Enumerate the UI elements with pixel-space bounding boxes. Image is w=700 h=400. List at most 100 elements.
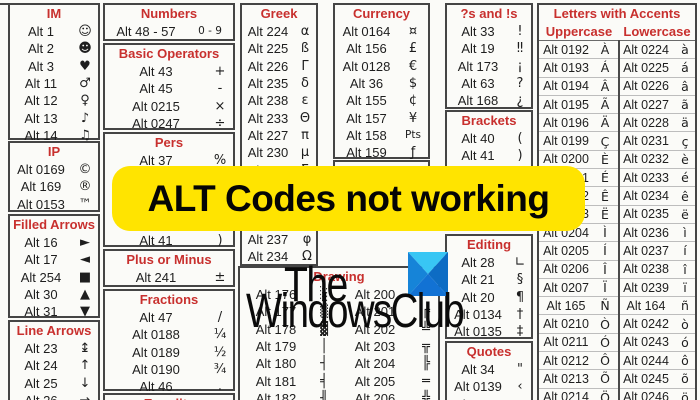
alt-code: Alt 45	[139, 81, 173, 97]
alt-code: Alt 0225	[623, 60, 669, 75]
section-basic-operators: Basic Operators Alt 43 + Alt 45- Alt 0215 × Al…	[103, 43, 235, 130]
alt-code: Alt 34	[461, 362, 495, 378]
alt-code-row: Alt 241 ±	[105, 269, 233, 286]
alt-symbol: ╦	[422, 339, 430, 355]
alt-code: Alt 179	[255, 339, 297, 355]
alt-symbol: ↓	[79, 375, 91, 391]
accent-letter-row: Alt 0207 Ï Alt 0239 ï	[539, 279, 695, 298]
alt-code: Alt 0155	[447, 398, 509, 400]
section-numbers: Numbers Alt 48 - 57 0 - 9	[103, 3, 235, 41]
alt-code-row: Alt 224 α	[242, 23, 316, 40]
alt-code: Alt 237	[247, 232, 289, 248]
section-title: Filled Arrows	[13, 217, 95, 232]
drawing-subcolumn: Alt 200 ╚ Alt 201 ╔ Alt 202 ╩ Alt 203 ╦ Alt 204 ╠…	[336, 286, 438, 400]
lowercase-header: Lowercase	[623, 24, 691, 39]
section-equality: Equality	[103, 393, 235, 400]
alt-symbol: ¶	[515, 289, 525, 305]
section-title: Fractions	[139, 292, 199, 307]
alt-code: Alt 19	[461, 41, 495, 57]
alt-code: Alt 0236	[623, 225, 669, 240]
alt-symbol: ╩	[422, 321, 430, 337]
alt-code-row: Alt 176 ░	[240, 286, 336, 303]
alt-code-row: Alt 41)	[447, 147, 531, 164]
alt-code: Alt 0235	[623, 207, 669, 222]
alt-symbol: Ñ	[600, 298, 610, 314]
alt-code: Alt 63	[461, 76, 495, 92]
alt-code-row: Alt 230 µ	[242, 144, 316, 161]
alt-symbol: $	[408, 76, 418, 92]
alt-code: Alt 0237	[623, 243, 669, 258]
alt-symbol: Ö	[600, 389, 610, 400]
alt-code: Alt 24	[24, 358, 58, 374]
alt-code-row: Alt 20 ¶	[447, 289, 531, 306]
alt-symbol: ↑	[79, 358, 91, 374]
section-title: Basic Operators	[118, 46, 220, 61]
alt-code-row: Alt 43 +	[105, 63, 233, 80]
alt-code-row: Alt 202 ╩	[336, 321, 438, 338]
alt-code: Alt 16	[24, 235, 58, 251]
alt-code: Alt 0199	[543, 134, 589, 149]
alt-symbol: ì	[683, 225, 687, 241]
alt-code: Alt 235	[247, 76, 289, 92]
alt-code: Alt 0211	[543, 335, 589, 350]
section-title: Equality	[105, 395, 233, 400]
alt-symbol: ÷	[214, 116, 226, 132]
alt-code: Alt 0195	[543, 97, 589, 112]
alt-symbol: ô	[681, 353, 689, 369]
section-ip: IP Alt 0169 © Alt 169 ® Alt 0153 ™	[8, 141, 100, 212]
section-title: Pers	[154, 135, 184, 150]
alt-code-row: Alt 0188 ¼	[105, 326, 233, 343]
alt-code: Alt 169	[20, 179, 62, 195]
alt-code: Alt 0226	[623, 79, 669, 94]
alt-code: Alt 0139	[454, 379, 502, 395]
alt-code-row: Alt 0169 ©	[10, 161, 98, 178]
alt-symbol: ∟	[514, 255, 526, 271]
alt-symbol: ♪	[80, 110, 90, 126]
alt-code-row: Alt 180 ┤	[240, 355, 336, 372]
alt-code: Alt 43	[139, 64, 173, 80]
alt-code: Alt 204	[354, 356, 396, 372]
alt-code-row: Alt 155 ¢	[335, 92, 428, 109]
alt-symbol: .	[217, 379, 223, 395]
section-title: Drawing	[313, 269, 365, 284]
alt-code: Alt 41	[461, 148, 495, 164]
alt-code-row: Alt 205 ═	[336, 372, 438, 389]
alt-code: Alt 46	[139, 379, 173, 395]
alt-code: Alt 0153	[17, 196, 65, 212]
alt-code-row: Alt 0135 ‡	[447, 323, 531, 340]
alt-code: Alt 0245	[623, 371, 669, 386]
alt-code: Alt 203	[354, 339, 396, 355]
alt-code-row: Alt 33!	[447, 23, 531, 40]
alt-code-row: Alt 181 ╡	[240, 372, 336, 389]
alt-code: Alt 0231	[623, 134, 669, 149]
accent-letter-row: Alt 0214 Ö Alt 0246 ö	[539, 389, 695, 400]
alt-symbol: ä	[681, 115, 689, 131]
alt-code-row: Alt 26→	[10, 392, 98, 400]
section-greek: Greek Alt 224 α Alt 225 ß Alt 226 Γ Alt 235 δ Alt…	[240, 3, 318, 266]
alt-code-row: Alt 157 ¥	[335, 109, 428, 126]
alt-code-row: Alt 17 ◄	[10, 251, 98, 268]
alt-symbol: ■	[78, 269, 92, 285]
alt-symbol: ↨	[79, 341, 91, 357]
alt-code-row: Alt 19 ‼	[447, 40, 531, 57]
alt-code-row: Alt 237 φ	[240, 231, 318, 248]
alt-symbol: Ä	[600, 115, 610, 131]
alt-code-row: Alt 25 ↓	[10, 375, 98, 392]
alt-code: Alt 36	[349, 76, 384, 92]
alt-code: Alt 30	[24, 287, 58, 303]
alt-code-row: Alt 14 ♫	[10, 127, 98, 144]
section-title: Letters with Accents	[553, 6, 681, 21]
alt-code: Alt 0128	[342, 58, 391, 74]
accent-letter-row: Alt 0206 Î Alt 0238 î	[539, 261, 695, 279]
alt-code-row: Alt 1 ☺	[10, 23, 98, 40]
alt-code: Alt 156	[346, 41, 387, 57]
alt-symbol: ░	[320, 287, 328, 303]
alt-symbol: é	[681, 170, 689, 186]
section-editing: Editing Alt 28 ∟ Alt 21 § Alt 20 ¶ Alt 0134 † Alt…	[445, 234, 533, 339]
alt-symbol: -	[217, 81, 223, 97]
alt-code: Alt 0190	[132, 362, 180, 378]
alt-code-row: Alt 158 Pts	[335, 127, 428, 144]
alt-symbol: ♀	[80, 93, 90, 109]
